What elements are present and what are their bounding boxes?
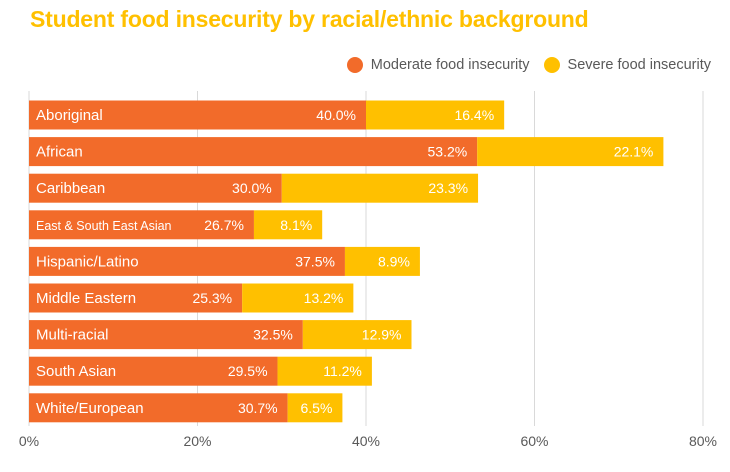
bar-moderate	[29, 356, 278, 386]
category-label: Multi-racial	[36, 327, 109, 344]
bar-moderate	[29, 100, 366, 130]
bars	[29, 100, 664, 423]
bar-moderate	[29, 320, 303, 350]
bar-severe	[366, 100, 505, 130]
bar-severe	[477, 137, 664, 167]
value-label-moderate: 40.0%	[316, 107, 356, 123]
bar-labels: 40.0% 16.4% Aboriginal 53.2% 22.1% African 30.…	[36, 107, 653, 417]
category-label: Aboriginal	[36, 107, 103, 124]
bar-moderate	[29, 246, 345, 276]
value-label-severe: 22.1%	[614, 144, 654, 160]
value-label-moderate: 32.5%	[253, 327, 293, 343]
chart-title: Student food insecurity by racial/ethnic…	[30, 6, 589, 32]
legend-item-severe: Severe food insecurity	[543, 57, 711, 73]
legend-item-moderate: Moderate food insecurity	[346, 57, 530, 73]
legend-label-moderate: Moderate food insecurity	[370, 57, 530, 73]
value-label-severe: 8.1%	[280, 217, 312, 233]
bar-moderate	[29, 173, 282, 203]
bar-moderate	[29, 210, 254, 240]
value-label-severe: 8.9%	[378, 253, 410, 269]
bar-severe	[344, 246, 420, 276]
category-label: African	[36, 144, 83, 161]
value-label-moderate: 30.0%	[232, 180, 272, 196]
value-label-severe: 6.5%	[300, 400, 332, 416]
x-tick-label: 80%	[689, 433, 717, 449]
value-label-moderate: 26.7%	[204, 217, 244, 233]
bar-moderate	[29, 137, 478, 167]
chart-legend: Moderate food insecurity Severe food ins…	[333, 57, 711, 73]
value-label-moderate: 25.3%	[192, 290, 232, 306]
x-tick-label: 0%	[19, 433, 39, 449]
category-label: Middle Eastern	[36, 290, 136, 307]
value-label-moderate: 53.2%	[428, 144, 468, 160]
bar-severe	[302, 320, 412, 350]
x-axis-ticks: 0% 20% 40% 60% 80%	[19, 433, 717, 449]
category-label: South Asian	[36, 363, 116, 380]
value-label-severe: 16.4%	[454, 107, 494, 123]
bar-moderate	[29, 393, 288, 423]
bar-severe	[281, 173, 479, 203]
legend-swatch-severe	[543, 57, 560, 73]
value-label-severe: 12.9%	[362, 327, 402, 343]
x-tick-label: 40%	[352, 433, 380, 449]
bar-severe	[242, 283, 354, 313]
legend-swatch-moderate	[346, 57, 363, 73]
x-tick-label: 20%	[183, 433, 211, 449]
category-label: Caribbean	[36, 180, 105, 197]
legend-label-severe: Severe food insecurity	[567, 57, 711, 73]
bar-severe	[277, 356, 372, 386]
value-label-severe: 11.2%	[323, 363, 362, 379]
bar-severe	[253, 210, 323, 240]
category-label: White/European	[36, 400, 144, 417]
category-label: Hispanic/Latino	[36, 253, 139, 270]
bar-severe	[287, 393, 343, 423]
value-label-moderate: 29.5%	[228, 363, 268, 379]
bar-moderate	[29, 283, 243, 313]
value-label-severe: 13.2%	[304, 290, 344, 306]
value-label-moderate: 30.7%	[238, 400, 278, 416]
category-label: East & South East Asian	[36, 219, 172, 233]
x-tick-label: 60%	[520, 433, 548, 449]
value-label-severe: 23.3%	[428, 180, 468, 196]
value-label-moderate: 37.5%	[295, 253, 335, 269]
